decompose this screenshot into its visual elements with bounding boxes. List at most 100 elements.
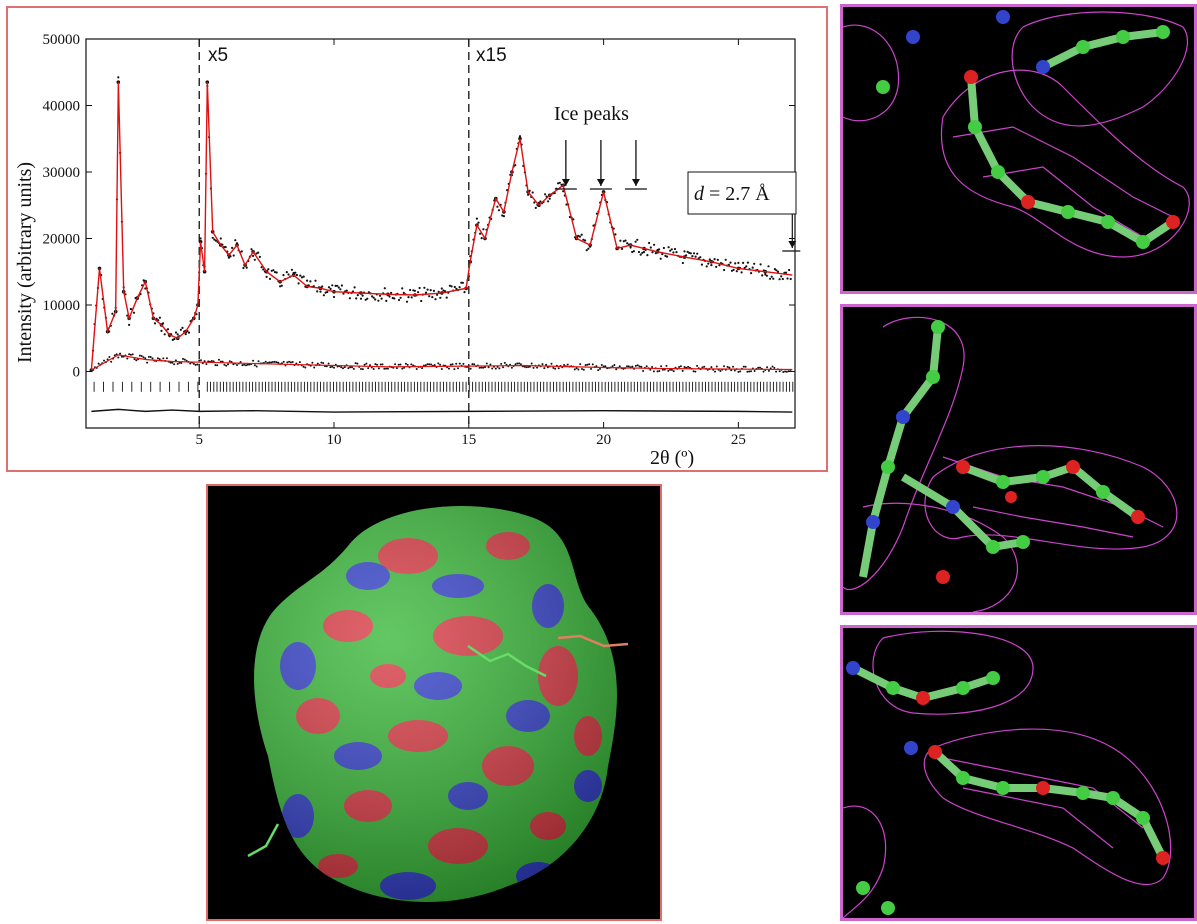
observed-point — [482, 228, 485, 231]
unscaled-point — [169, 361, 172, 364]
observed-point — [665, 255, 669, 258]
electron-density-panel-2 — [840, 304, 1197, 615]
unscaled-point — [180, 362, 183, 364]
observed-point — [345, 289, 348, 292]
observed-point — [683, 250, 686, 253]
unscaled-point — [379, 363, 382, 366]
unscaled-point — [615, 368, 618, 371]
unscaled-point — [439, 363, 442, 366]
observed-point — [750, 272, 753, 275]
unscaled-point — [372, 368, 375, 370]
unscaled-point — [437, 362, 440, 365]
unscaled-point — [97, 362, 100, 365]
unscaled-point — [645, 365, 648, 368]
unscaled-point — [661, 368, 664, 371]
unscaled-profile-line — [91, 354, 793, 371]
unscaled-point — [448, 367, 450, 370]
unscaled-point — [636, 364, 639, 367]
observed-point — [577, 234, 580, 237]
unscaled-point — [103, 359, 105, 362]
observed-point — [436, 293, 439, 296]
observed-point — [619, 239, 622, 242]
observed-point — [319, 290, 322, 293]
observed-point — [531, 191, 534, 194]
unscaled-point — [733, 369, 736, 372]
unscaled-point — [316, 362, 319, 365]
observed-point — [732, 268, 735, 271]
unscaled-point — [753, 370, 756, 372]
unscaled-point — [270, 361, 273, 364]
observed-point — [572, 218, 575, 221]
unscaled-point — [584, 364, 587, 367]
observed-point — [285, 271, 288, 274]
unscaled-point — [455, 362, 458, 365]
observed-point — [158, 316, 161, 319]
observed-point — [282, 274, 285, 277]
unscaled-point — [545, 363, 548, 366]
observed-point — [324, 291, 327, 294]
unscaled-point — [147, 355, 150, 358]
observed-point — [699, 256, 702, 259]
observed-point — [450, 285, 453, 288]
unscaled-point — [669, 368, 672, 371]
observed-point — [776, 270, 780, 273]
unscaled-point — [404, 362, 407, 365]
unscaled-point — [642, 370, 645, 372]
unscaled-point — [311, 361, 314, 364]
electron-density-map-3 — [843, 630, 1172, 918]
observed-point — [231, 246, 234, 249]
observed-point — [775, 269, 778, 272]
y-tick-label: 0 — [73, 364, 81, 380]
observed-point — [275, 271, 278, 274]
observed-point — [669, 249, 672, 252]
unscaled-point — [210, 360, 213, 362]
unscaled-point — [174, 359, 177, 362]
unscaled-point — [482, 366, 485, 369]
unscaled-point — [701, 366, 704, 369]
observed-point — [155, 317, 158, 320]
observed-point — [290, 268, 293, 271]
unscaled-point — [498, 367, 501, 370]
unscaled-point — [268, 361, 271, 364]
unscaled-point — [243, 363, 246, 366]
observed-point — [166, 328, 170, 331]
observed-point — [353, 286, 356, 289]
unscaled-point — [523, 365, 526, 368]
observed-point — [322, 294, 325, 297]
unscaled-point — [660, 365, 663, 368]
unscaled-point — [458, 362, 461, 365]
observed-point — [255, 252, 258, 255]
unscaled-point — [658, 370, 661, 372]
unscaled-point — [730, 369, 733, 372]
observed-point — [716, 258, 719, 261]
observed-point — [377, 299, 380, 302]
observed-point — [429, 289, 432, 292]
unscaled-point — [253, 364, 256, 367]
resolution-symbol: d — [694, 183, 705, 205]
observed-point — [272, 269, 275, 272]
electron-density-panel-1 — [840, 4, 1197, 294]
observed-point — [401, 287, 404, 290]
unscaled-point — [289, 361, 292, 364]
observed-point — [463, 291, 466, 294]
unscaled-point — [140, 355, 143, 357]
observed-point — [265, 275, 268, 278]
unscaled-point — [519, 363, 522, 366]
observed-point — [314, 279, 317, 282]
unscaled-point — [128, 353, 131, 356]
observed-point — [544, 193, 547, 196]
unscaled-point — [715, 365, 718, 368]
unscaled-point — [245, 364, 247, 367]
observed-point — [562, 190, 565, 193]
observed-point — [348, 297, 351, 300]
observed-point — [418, 286, 421, 290]
surface-body — [254, 506, 617, 903]
unscaled-point — [582, 368, 585, 371]
unscaled-point — [750, 370, 752, 373]
unscaled-point — [282, 360, 285, 363]
x-tick-label: 10 — [327, 432, 342, 448]
unscaled-point — [149, 356, 152, 358]
unscaled-point — [579, 363, 582, 366]
diffraction-chart: 5 10 15 20 25 0 10000 20000 30000 40000 50000 x5 x… — [14, 32, 801, 469]
unscaled-point — [552, 366, 555, 369]
